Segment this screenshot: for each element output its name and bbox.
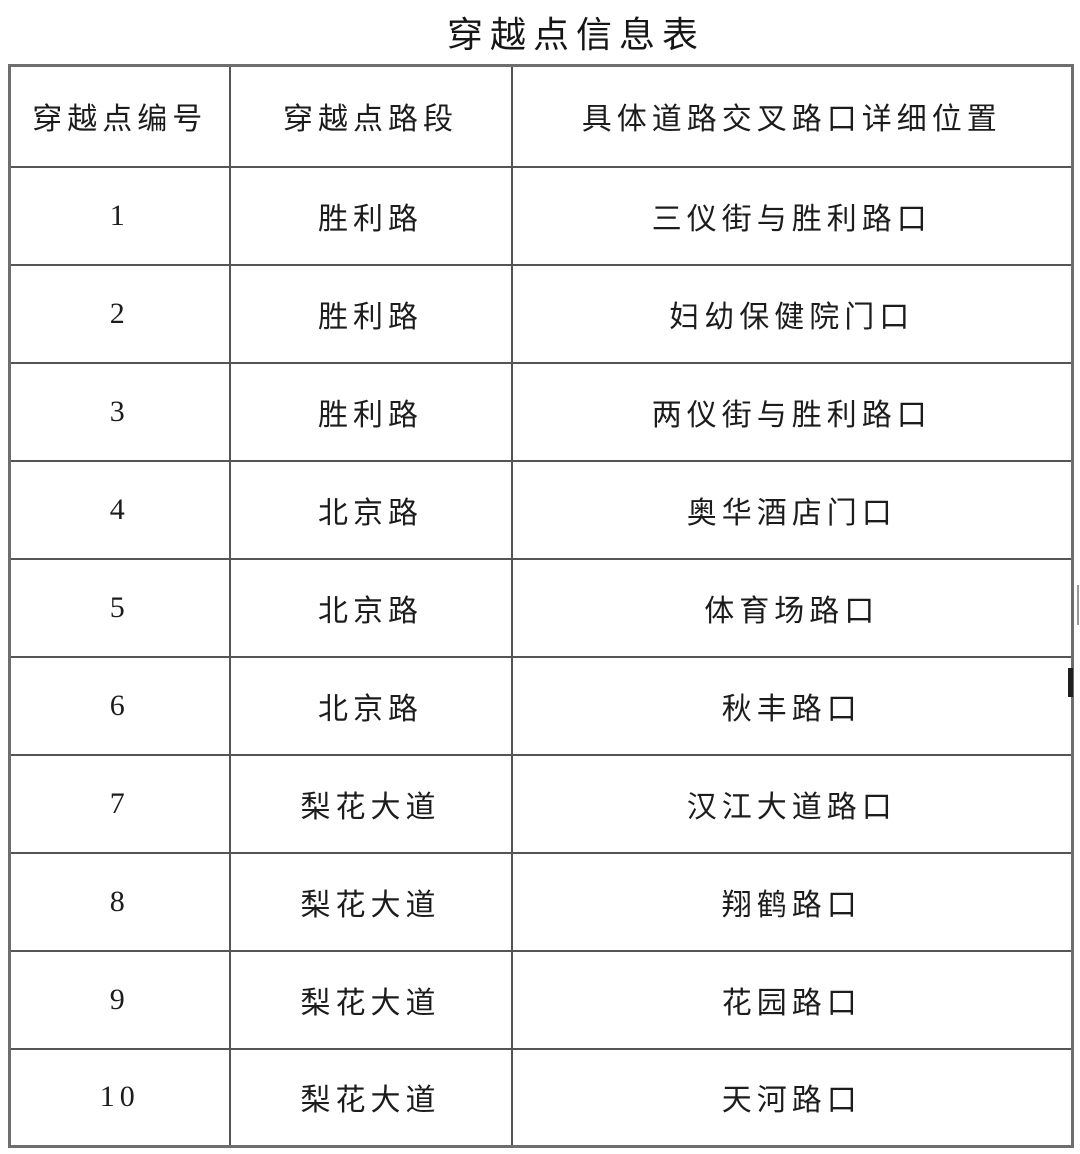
cell-location: 妇幼保健院门口	[510, 263, 1074, 364]
table-row: 2 胜利路 妇幼保健院门口	[8, 263, 1074, 364]
cell-road: 胜利路	[228, 165, 513, 266]
cell-number: 4	[8, 459, 231, 560]
scan-artifact-mark	[1077, 585, 1079, 625]
cell-number: 8	[8, 851, 231, 952]
cell-location: 奥华酒店门口	[510, 459, 1074, 560]
scan-artifact-mark	[1068, 668, 1073, 697]
cell-location: 汉江大道路口	[510, 753, 1074, 854]
table-row: 9 梨花大道 花园路口	[8, 949, 1074, 1050]
cell-location: 翔鹤路口	[510, 851, 1074, 952]
cell-number: 5	[8, 557, 231, 658]
cell-road: 梨花大道	[228, 851, 513, 952]
cell-road: 梨花大道	[228, 949, 513, 1050]
cell-number: 9	[8, 949, 231, 1050]
cell-location: 天河路口	[510, 1047, 1074, 1148]
cell-road: 北京路	[228, 459, 513, 560]
cell-number: 1	[8, 165, 231, 266]
header-crossing-location: 具体道路交叉路口详细位置	[510, 64, 1074, 168]
cell-road: 梨花大道	[228, 753, 513, 854]
cell-road: 梨花大道	[228, 1047, 513, 1148]
cell-road: 北京路	[228, 655, 513, 756]
cell-road: 胜利路	[228, 361, 513, 462]
cell-location: 三仪街与胜利路口	[510, 165, 1074, 266]
cell-road: 胜利路	[228, 263, 513, 364]
table-row: 5 北京路 体育场路口	[8, 557, 1074, 658]
cell-number: 6	[8, 655, 231, 756]
header-crossing-road: 穿越点路段	[228, 64, 513, 168]
table-row: 6 北京路 秋丰路口	[8, 655, 1074, 756]
cell-location: 秋丰路口	[510, 655, 1074, 756]
page-title: 穿越点信息表	[446, 15, 705, 55]
table-row: 7 梨花大道 汉江大道路口	[8, 753, 1074, 854]
cell-location: 花园路口	[510, 949, 1074, 1050]
cell-road: 北京路	[228, 557, 513, 658]
table-header-row: 穿越点编号 穿越点路段 具体道路交叉路口详细位置	[8, 64, 1074, 168]
table-row: 1 胜利路 三仪街与胜利路口	[8, 165, 1074, 266]
cell-number: 7	[8, 753, 231, 854]
cell-number: 3	[8, 361, 231, 462]
cell-number: 2	[8, 263, 231, 364]
table-row: 10 梨花大道 天河路口	[8, 1047, 1074, 1148]
table-row: 4 北京路 奥华酒店门口	[8, 459, 1074, 560]
crossing-points-table: 穿越点编号 穿越点路段 具体道路交叉路口详细位置 1 胜利路 三仪街与胜利路口 …	[8, 64, 1074, 1148]
header-crossing-number: 穿越点编号	[8, 64, 231, 168]
cell-location: 体育场路口	[510, 557, 1074, 658]
table-row: 3 胜利路 两仪街与胜利路口	[8, 361, 1074, 462]
cell-number: 10	[8, 1047, 231, 1148]
table-row: 8 梨花大道 翔鹤路口	[8, 851, 1074, 952]
cell-location: 两仪街与胜利路口	[510, 361, 1074, 462]
